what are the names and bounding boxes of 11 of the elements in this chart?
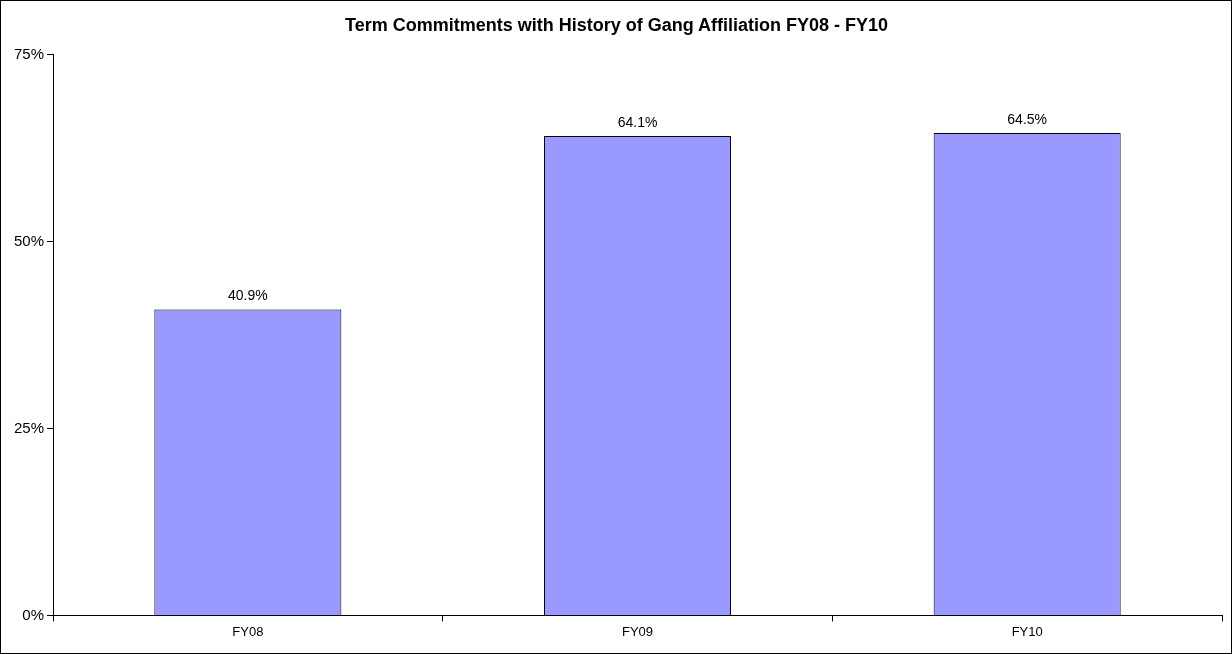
data-label: 64.5% [1007,110,1048,127]
x-tick-label: FY09 [621,623,654,639]
y-tick-label: 75% [13,44,45,62]
chart-title: Term Commitments with History of Gang Affiliation FY08 - FY10 [344,14,889,35]
y-tick-label: 0% [22,605,45,623]
y-tick-label: 25% [13,418,45,436]
y-tick-label: 50% [13,231,45,249]
x-tick-label: FY08 [232,623,264,639]
data-label: 64.1% [617,113,658,130]
x-tick-label: FY10 [1011,623,1043,639]
data-label: 40.9% [228,287,268,304]
